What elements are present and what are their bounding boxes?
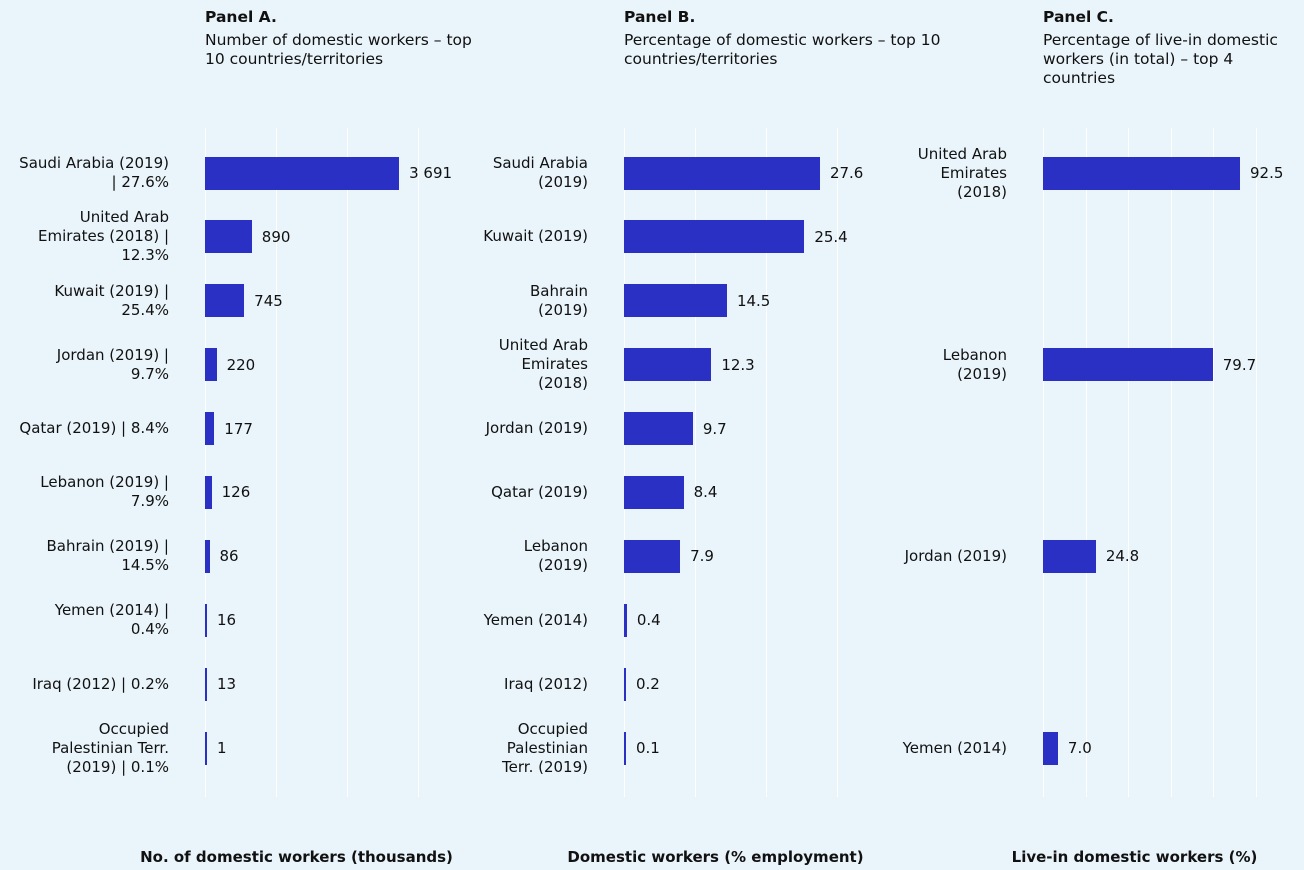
bar: [205, 667, 207, 701]
bar: [1043, 156, 1241, 190]
grid-line: [1085, 128, 1087, 797]
panel-title: Panel A.: [205, 8, 277, 26]
grid-line: [347, 128, 348, 797]
value-label: 25.4: [814, 227, 848, 246]
x-axis-label: No. of domestic workers (thousands): [140, 848, 453, 866]
bar: [205, 220, 252, 254]
category-label: Qatar (2019) | 8.4%: [19, 419, 169, 438]
value-label: 177: [224, 419, 253, 438]
category-label: United Arab Emirates (2018): [917, 144, 1007, 201]
category-label: Kuwait (2019): [483, 227, 588, 246]
bar: [624, 348, 712, 382]
grid-line: [1128, 128, 1130, 797]
category-label: Yemen (2014): [902, 738, 1007, 757]
category-label: Saudi Arabia (2019): [492, 154, 588, 191]
bar: [624, 603, 627, 637]
panel-subtitle: Number of domestic workers – top 10 coun…: [205, 31, 472, 68]
grid-line: [695, 128, 696, 797]
x-axis-label: Domestic workers (% employment): [567, 848, 864, 866]
grid-line: [1256, 128, 1257, 797]
value-label: 7.0: [1067, 739, 1092, 757]
x-axis-label: Live-in domestic workers (%): [1011, 848, 1258, 866]
category-label: Jordan (2019): [485, 419, 588, 438]
value-label: 0.1: [636, 739, 660, 757]
grid-line: [766, 128, 767, 797]
grid-line: [1043, 128, 1044, 797]
category-label: Yemen (2014) | 0.4%: [54, 601, 169, 639]
panel-title: Panel B.: [624, 8, 696, 26]
bar: [205, 284, 245, 318]
grid-line: [276, 128, 277, 797]
value-label: 92.5: [1250, 164, 1284, 182]
value-label: 24.8: [1105, 547, 1140, 566]
bar: [205, 539, 210, 573]
category-label: Jordan (2019) | 9.7%: [56, 345, 169, 383]
value-label: 16: [217, 611, 237, 630]
panel-subtitle: Percentage of domestic workers – top 10 …: [624, 31, 941, 68]
bar: [1043, 348, 1213, 382]
bar: [205, 412, 215, 446]
value-label: 7.9: [690, 547, 714, 566]
value-label: 745: [254, 291, 283, 310]
category-label: Jordan (2019): [904, 546, 1007, 565]
bar: [624, 156, 820, 190]
grid-line: [837, 128, 838, 797]
bar: [624, 539, 681, 573]
category-label: Kuwait (2019) | 25.4%: [54, 281, 169, 319]
bar: [624, 220, 805, 254]
grid-line: [624, 128, 625, 797]
category-label: Lebanon (2019): [523, 537, 588, 575]
category-label: Occupied Palestinian Terr. (2019) | 0.1%: [51, 719, 169, 776]
category-label: Iraq (2012) | 0.2%: [32, 674, 169, 693]
value-label: 13: [217, 675, 237, 694]
grid-line: [1170, 128, 1172, 797]
value-label: 14.5: [736, 291, 771, 310]
category-label: Saudi Arabia (2019) | 27.6%: [19, 154, 169, 191]
value-label: 0.4: [636, 611, 661, 630]
panel-title: Panel C.: [1043, 8, 1114, 26]
value-label: 8.4: [693, 483, 718, 502]
value-label: 86: [219, 547, 239, 566]
panel-subtitle: Percentage of live-in domestic workers (…: [1043, 31, 1278, 87]
bar: [624, 731, 626, 765]
category-label: Lebanon (2019): [942, 345, 1007, 383]
bar: [205, 731, 207, 765]
category-label: Yemen (2014): [483, 610, 588, 629]
bar: [1043, 539, 1096, 573]
value-label: 220: [226, 355, 256, 374]
bar: [205, 156, 400, 190]
value-label: 890: [261, 227, 291, 246]
value-label: 0.2: [636, 675, 660, 694]
value-label: 3 691: [409, 164, 453, 182]
grid-line: [1213, 128, 1215, 797]
category-label: United Arab Emirates (2018): [498, 336, 588, 393]
grid-line: [418, 128, 419, 797]
category-label: Bahrain (2019) | 14.5%: [46, 537, 170, 575]
value-label: 79.7: [1222, 355, 1257, 374]
value-label: 9.7: [702, 419, 727, 438]
bar: [624, 412, 693, 446]
bar: [624, 284, 727, 318]
value-label: 12.3: [721, 355, 755, 374]
bar: [205, 348, 217, 382]
bar: [205, 603, 207, 637]
bar: [624, 667, 626, 701]
bar: [624, 475, 684, 509]
bar: [205, 475, 212, 509]
category-label: Qatar (2019): [491, 482, 588, 501]
value-label: 1: [217, 739, 227, 757]
category-label: Occupied Palestinian Terr. (2019): [502, 719, 588, 776]
category-label: Bahrain (2019): [529, 281, 588, 319]
value-label: 27.6: [829, 164, 864, 182]
bar: [1043, 731, 1058, 765]
value-label: 126: [221, 483, 251, 502]
category-label: United Arab Emirates (2018) | 12.3%: [37, 208, 169, 265]
category-label: Iraq (2012): [504, 674, 588, 693]
grid-line: [205, 128, 206, 797]
category-label: Lebanon (2019) | 7.9%: [40, 473, 169, 511]
